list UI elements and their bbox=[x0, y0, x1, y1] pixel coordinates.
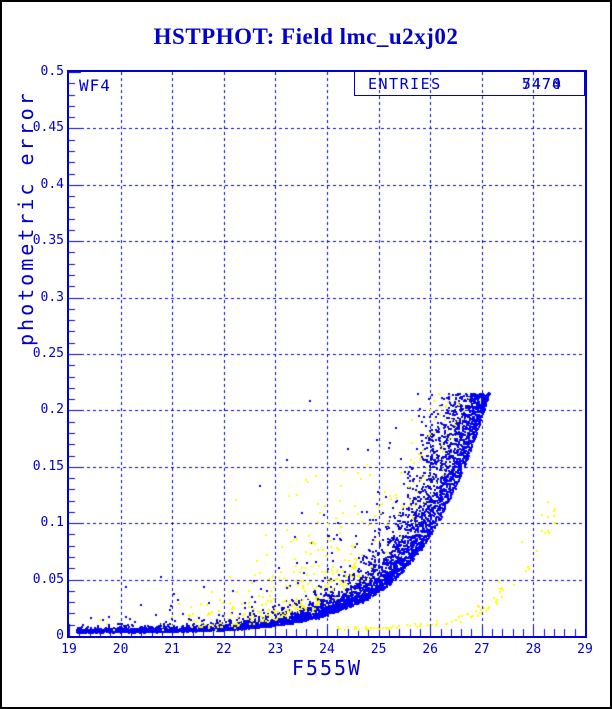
y-axis-title: photometric error bbox=[14, 90, 38, 346]
x-tick-label: 29 bbox=[577, 642, 593, 657]
y-tick-label: 0 bbox=[56, 628, 64, 643]
y-tick-label: 0.15 bbox=[32, 458, 64, 474]
x-tick-label: 24 bbox=[319, 642, 335, 657]
x-tick-label: 19 bbox=[61, 642, 77, 657]
x-tick-label: 22 bbox=[215, 642, 232, 657]
x-tick-label: 23 bbox=[267, 642, 284, 657]
y-tick-label: 0.1 bbox=[40, 515, 64, 531]
y-tick-label: 0.45 bbox=[32, 120, 64, 136]
scatter-canvas bbox=[69, 72, 585, 636]
page-title: HSTPHOT: Field lmc_u2xj02 bbox=[153, 24, 459, 49]
stats-box: ENTRIES 7470 5474 bbox=[354, 72, 585, 96]
stats-entries-label: ENTRIES bbox=[368, 75, 442, 93]
x-tick-label: 28 bbox=[525, 642, 542, 657]
stats-entries-value-primary: 7470 bbox=[521, 75, 562, 93]
stats-entries-values: 7470 5474 bbox=[442, 75, 562, 93]
x-tick-label: 27 bbox=[473, 642, 490, 657]
x-tick-label: 21 bbox=[164, 642, 181, 657]
x-tick-label: 20 bbox=[112, 642, 129, 657]
y-tick-label: 0.2 bbox=[40, 402, 64, 418]
y-tick-label: 0.35 bbox=[32, 233, 64, 249]
x-tick-label: 26 bbox=[422, 642, 439, 657]
plot-area: WF4 ENTRIES 7470 5474 bbox=[67, 70, 587, 638]
y-tick-label: 0.3 bbox=[40, 289, 64, 305]
y-tick-label: 0.5 bbox=[40, 64, 64, 79]
y-tick-label: 0.4 bbox=[40, 176, 64, 192]
x-axis-title: F555W bbox=[291, 656, 363, 680]
stats-entries-value-overprint: 5474 bbox=[521, 75, 562, 93]
camera-label: WF4 bbox=[79, 76, 111, 95]
x-tick-label: 25 bbox=[370, 642, 387, 657]
y-tick-label: 0.05 bbox=[32, 571, 64, 587]
y-tick-label: 0.25 bbox=[32, 346, 64, 361]
